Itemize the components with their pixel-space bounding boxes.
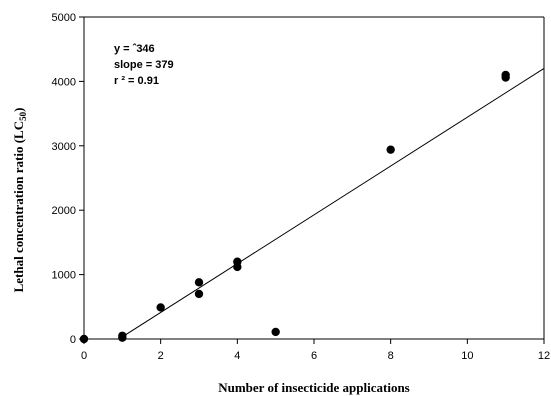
x-axis-title: Number of insecticide applications [218,380,410,395]
data-point [233,257,242,266]
data-point [156,303,165,312]
y-axis-title-close: ) [11,108,26,112]
x-tick-label: 8 [388,350,394,362]
annotation-r-squared: r ² = 0.91 [114,75,159,87]
data-point [79,334,89,344]
y-tick-label: 3000 [52,141,76,153]
data-point [194,289,204,299]
y-tick-label: 0 [70,334,76,346]
x-tick-label: 6 [311,350,317,362]
data-point [271,327,280,337]
x-tick-label: 0 [81,350,87,362]
annotation-slope: slope = 379 [114,59,174,71]
y-axis-ticks: 0 1000 2000 3000 4000 5000 [52,12,84,346]
y-axis-title-main: Lethal concentration ratio (LC [11,121,26,293]
regression-line-group [118,67,545,340]
y-tick-label: 1000 [52,270,76,282]
x-axis-ticks: 0 2 4 6 8 10 12 [81,339,550,362]
y-tick-label: 5000 [52,12,76,24]
y-tick-label: 2000 [52,205,76,217]
y-tick-label: 4000 [52,76,76,88]
annotation-intercept: y = ˆ346 [114,43,155,55]
data-point [386,145,395,154]
x-tick-label: 12 [538,350,550,362]
data-point [501,70,510,80]
data-points [79,70,510,344]
regression-line [118,67,545,340]
x-tick-label: 10 [461,350,473,362]
y-axis-title: Lethal concentration ratio (LC50) [11,108,28,293]
y-axis-title-subscript: 50 [18,111,28,121]
data-point [194,278,204,287]
x-tick-label: 4 [234,350,240,362]
x-tick-label: 2 [158,350,164,362]
data-point [118,331,127,340]
